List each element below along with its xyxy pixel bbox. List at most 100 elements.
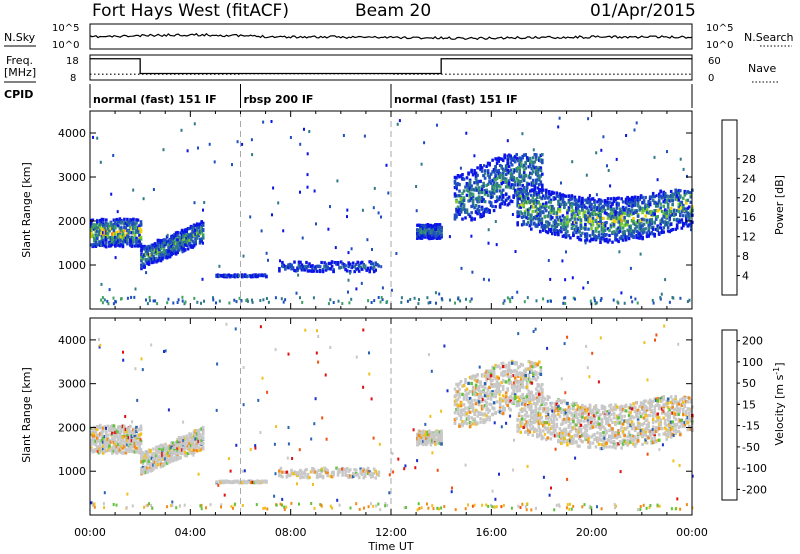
scatter-cell [564,278,567,282]
echo-cell [177,455,181,459]
echo-cell [477,204,481,209]
echo-cell [146,260,149,264]
echo-cell [170,234,173,238]
echo-cell [615,227,619,231]
echo-cell [194,236,197,241]
echo-cell [612,210,616,214]
echo-cell [689,209,693,213]
scatter-cell [615,157,618,161]
echo-cell [605,200,608,204]
echo-cell [497,383,500,387]
echo-cell [176,437,179,442]
echo-cell [533,187,537,191]
echo-cell [588,203,592,207]
scatter-cell [313,189,316,193]
echo-cell [498,383,502,388]
scatter-cell [586,281,589,284]
echo-cell [109,221,113,226]
echo-cell [312,467,316,472]
echo-cell [545,195,548,199]
echo-cell [459,410,463,414]
echo-cell [106,437,110,441]
echo-cell [501,378,505,382]
echo-cell [103,445,107,449]
echo-cell [497,364,500,368]
echo-cell [657,195,661,199]
echo-cell [186,236,190,240]
near-range-cell [679,296,682,300]
echo-cell [170,450,173,454]
echo-cell [164,238,167,242]
echo-cell [679,212,682,216]
echo-cell [146,466,149,470]
echo-cell [431,227,434,231]
echo-cell [109,432,113,437]
scatter-cell [181,250,184,254]
scatter-cell [664,278,667,282]
echo-cell [626,223,629,227]
echo-cell [528,207,532,211]
echo-cell [124,427,128,431]
cpid-segment-label: rbsp 200 IF [244,93,314,106]
echo-cell [103,233,107,237]
echo-cell [480,169,484,173]
echo-cell [192,448,196,452]
echo-cell [112,228,116,232]
echo-cell [621,233,625,237]
echo-cell [215,274,218,278]
echo-cell [653,211,656,215]
echo-cell [492,185,496,189]
echo-cell [371,474,374,479]
echo-cell [543,196,547,200]
echo-cell [512,186,515,190]
echo-cell [573,228,577,232]
echo-cell [468,191,472,195]
near-range-cell [600,297,603,300]
echo-cell [146,453,149,457]
echo-cell [636,199,640,203]
echo-cell [311,469,314,473]
echo-cell [512,168,515,172]
echo-cell [584,224,587,228]
near-range-cell [327,302,330,306]
echo-cell [530,199,533,203]
echo-cell [596,215,599,219]
echo-cell [483,412,487,416]
echo-cell [188,226,191,231]
echo-cell [609,225,613,229]
echo-cell [540,188,544,192]
echo-cell [527,165,531,169]
echo-cell [183,437,187,441]
echo-cell [162,240,166,244]
echo-cell [477,188,481,192]
echo-cell [507,202,511,206]
echo-cell [593,234,596,238]
scatter-cell [470,234,473,238]
echo-cell [587,211,590,215]
echo-cell [105,245,108,249]
echo-cell [100,446,104,450]
echo-cell [597,204,601,208]
scatter-cell [299,142,302,146]
echo-cell [626,211,629,215]
echo-cell [360,468,364,472]
echo-cell [179,238,182,242]
scatter-cell [482,277,485,281]
echo-cell [473,171,476,175]
near-range-cell [332,301,335,304]
echo-cell [372,265,376,269]
near-range-cell [429,300,432,304]
echo-cell [171,241,175,245]
echo-cell [516,202,519,206]
echo-cell [485,188,488,192]
echo-cell [121,444,125,448]
echo-cell [431,233,434,237]
echo-cell [578,198,581,203]
echo-cell [109,425,113,429]
echo-cell [621,238,625,242]
echo-cell [305,260,308,265]
echo-cell [638,197,641,202]
echo-cell [342,263,346,267]
echo-cell [602,227,605,231]
echo-cell [519,163,523,167]
